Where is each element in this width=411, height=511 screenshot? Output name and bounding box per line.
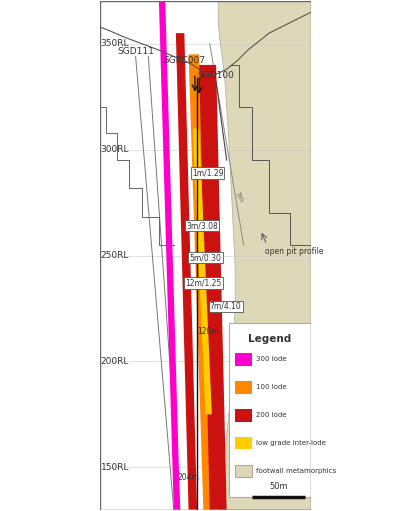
- Text: footwall metamorphics: footwall metamorphics: [256, 468, 337, 474]
- Text: 5m/0.30: 5m/0.30: [189, 253, 222, 262]
- Bar: [235, 381, 252, 393]
- Text: SGD111: SGD111: [117, 48, 154, 56]
- FancyBboxPatch shape: [229, 323, 312, 497]
- Polygon shape: [218, 2, 312, 509]
- Text: 1m/1.29: 1m/1.29: [192, 169, 223, 177]
- Text: 7m: 7m: [233, 191, 244, 203]
- Text: 3m/3.08: 3m/3.08: [187, 221, 218, 230]
- Text: 150RL: 150RL: [101, 463, 129, 472]
- Text: 204m: 204m: [178, 473, 199, 482]
- Text: 250RL: 250RL: [101, 251, 129, 260]
- Text: 300 lode: 300 lode: [256, 356, 287, 362]
- Bar: [235, 409, 252, 422]
- Text: 100 lode: 100 lode: [256, 384, 287, 390]
- Polygon shape: [176, 33, 197, 509]
- Text: 50m: 50m: [269, 481, 288, 491]
- Bar: [235, 437, 252, 450]
- Text: 120m: 120m: [197, 327, 219, 336]
- Text: Legend: Legend: [249, 334, 292, 344]
- Polygon shape: [159, 2, 180, 509]
- Text: low grade inter-lode: low grade inter-lode: [256, 440, 326, 446]
- Text: SGD100: SGD100: [198, 71, 235, 80]
- Polygon shape: [189, 54, 214, 509]
- Text: 350RL: 350RL: [101, 39, 129, 48]
- Text: 12m/1.25: 12m/1.25: [185, 278, 222, 288]
- Text: 300RL: 300RL: [101, 145, 129, 154]
- Polygon shape: [199, 65, 227, 509]
- Text: SGRC007: SGRC007: [163, 56, 206, 65]
- Bar: [235, 353, 252, 365]
- Text: 7m/4.10: 7m/4.10: [210, 302, 242, 311]
- Text: 200 lode: 200 lode: [256, 412, 287, 418]
- Bar: [235, 464, 252, 477]
- Text: open pit profile: open pit profile: [265, 247, 323, 256]
- Polygon shape: [193, 128, 212, 414]
- Text: 200RL: 200RL: [101, 357, 129, 366]
